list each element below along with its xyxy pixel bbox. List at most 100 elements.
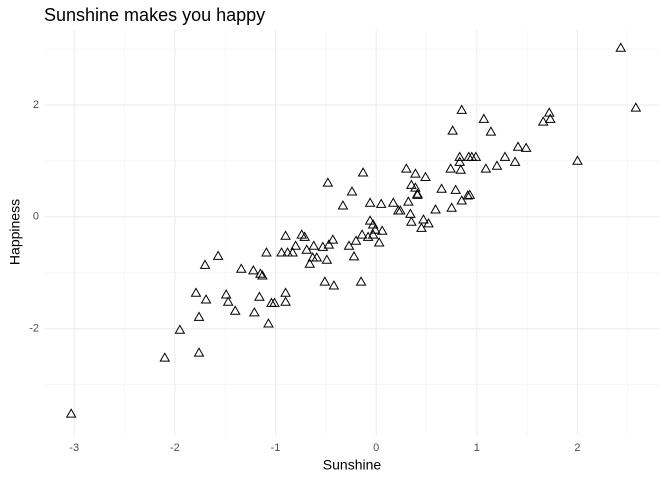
point xyxy=(454,151,466,161)
point xyxy=(512,141,524,151)
y-tick-label: 0 xyxy=(33,211,39,223)
point xyxy=(418,214,429,224)
point xyxy=(445,163,457,173)
point xyxy=(416,222,427,232)
point xyxy=(280,287,291,297)
point xyxy=(323,239,335,249)
x-tick-label: -3 xyxy=(69,442,79,454)
point xyxy=(405,208,416,218)
point xyxy=(403,196,414,206)
point xyxy=(491,160,503,170)
point xyxy=(212,250,224,260)
point xyxy=(199,259,211,269)
point xyxy=(446,202,458,212)
point xyxy=(373,237,385,247)
y-axis-title: Happiness xyxy=(7,199,23,265)
point xyxy=(520,142,532,152)
point xyxy=(447,125,459,135)
point xyxy=(304,258,316,268)
point xyxy=(376,225,388,235)
point xyxy=(200,294,212,304)
point xyxy=(174,324,186,334)
point xyxy=(299,231,311,241)
point xyxy=(480,163,492,173)
point xyxy=(450,184,462,194)
point xyxy=(247,265,259,275)
point xyxy=(499,151,511,161)
point xyxy=(470,151,482,161)
point xyxy=(276,247,287,257)
point xyxy=(406,179,417,189)
point xyxy=(478,113,490,123)
point xyxy=(193,311,205,321)
point xyxy=(454,156,466,166)
y-tick-label: -2 xyxy=(29,323,39,335)
y-tick-label: 2 xyxy=(33,99,39,111)
point xyxy=(364,215,376,225)
point xyxy=(280,230,291,240)
point xyxy=(410,168,421,178)
point xyxy=(350,235,362,245)
point xyxy=(394,205,406,215)
point xyxy=(65,408,77,418)
point xyxy=(355,276,367,286)
point xyxy=(485,126,497,136)
point xyxy=(322,177,334,187)
point xyxy=(193,347,205,357)
point xyxy=(255,268,266,278)
point xyxy=(412,189,423,199)
x-tick-label: -2 xyxy=(170,442,180,454)
point xyxy=(362,231,374,241)
point xyxy=(544,113,556,123)
point xyxy=(222,296,234,306)
point xyxy=(420,171,431,181)
point xyxy=(357,167,369,177)
x-tick-label: 0 xyxy=(373,442,379,454)
point xyxy=(229,305,241,315)
x-tick-label: 1 xyxy=(474,442,480,454)
point xyxy=(509,156,521,166)
point xyxy=(269,297,280,307)
point xyxy=(456,104,468,114)
point xyxy=(410,182,421,192)
point xyxy=(319,276,331,286)
x-axis-title: Sunshine xyxy=(323,457,382,473)
point xyxy=(348,251,360,261)
point xyxy=(400,163,412,173)
point xyxy=(630,102,642,112)
point xyxy=(257,270,268,280)
point xyxy=(436,183,447,193)
point xyxy=(311,252,323,262)
point xyxy=(387,197,399,207)
point xyxy=(430,204,441,214)
point xyxy=(327,234,339,244)
chart-title: Sunshine makes you happy xyxy=(44,5,265,25)
point xyxy=(337,200,349,210)
point xyxy=(356,229,368,239)
point xyxy=(249,306,260,317)
point xyxy=(456,195,468,205)
point xyxy=(321,254,333,264)
point xyxy=(375,198,387,208)
point xyxy=(287,247,298,257)
point xyxy=(423,218,434,228)
point xyxy=(190,287,202,297)
point xyxy=(364,197,376,207)
point xyxy=(280,296,291,306)
point xyxy=(220,289,232,299)
point xyxy=(367,229,379,239)
point xyxy=(462,190,474,200)
x-tick-label: 2 xyxy=(574,442,580,454)
point xyxy=(572,155,583,165)
point xyxy=(261,247,272,257)
point xyxy=(406,216,417,226)
point xyxy=(455,164,467,174)
point xyxy=(159,352,171,362)
point xyxy=(235,263,247,273)
point xyxy=(328,280,340,290)
point xyxy=(254,291,265,301)
point xyxy=(263,318,274,328)
point xyxy=(343,240,355,250)
point xyxy=(346,186,358,196)
point xyxy=(537,116,549,126)
